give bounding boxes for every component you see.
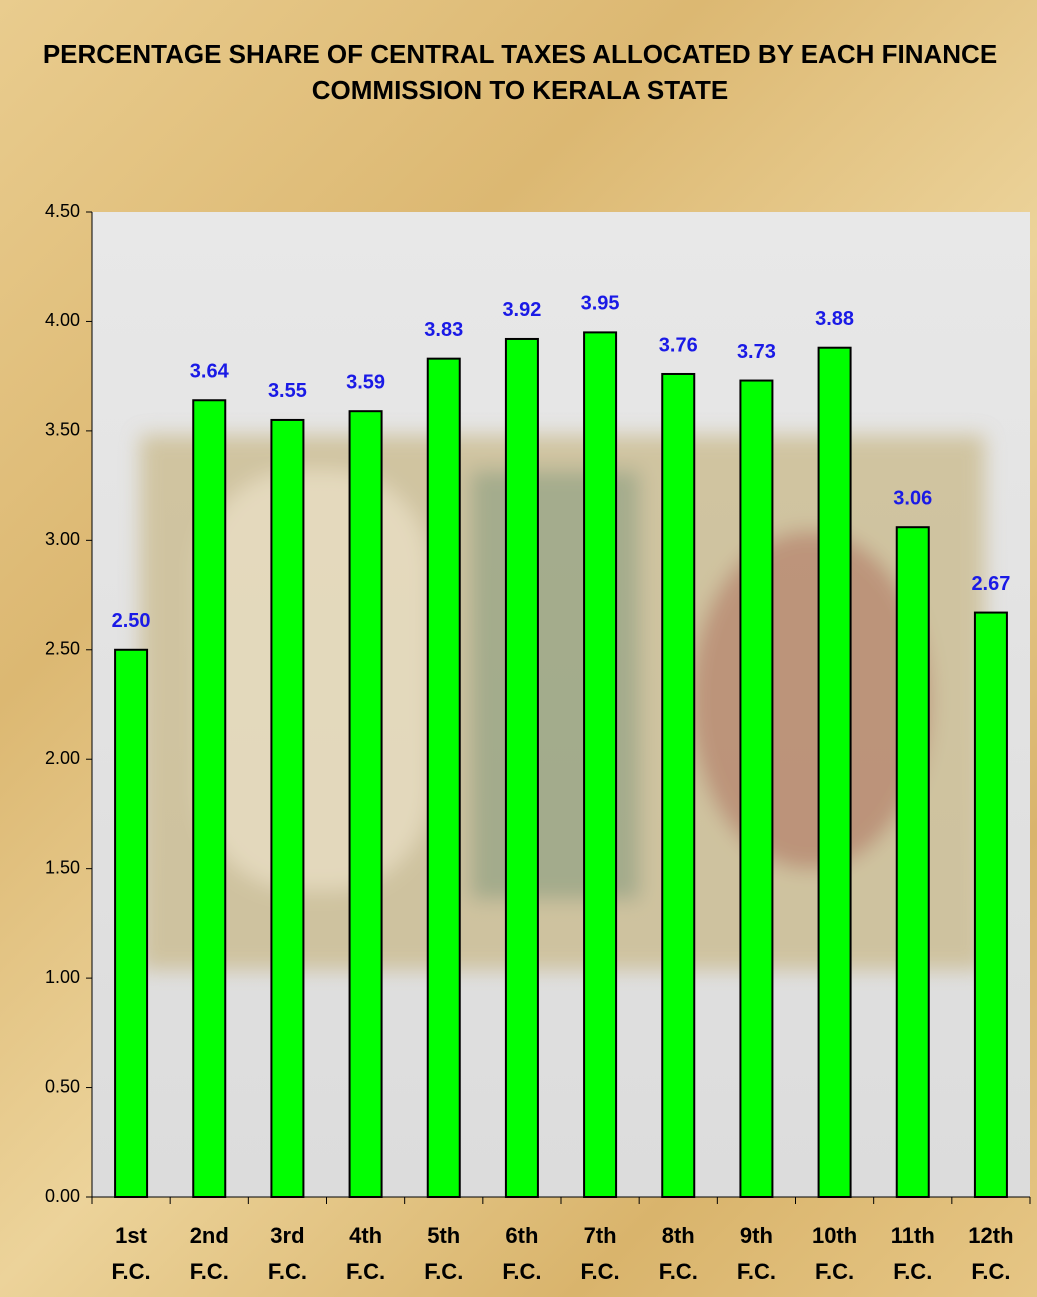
x-tick-label: 6th F.C. [502, 1223, 542, 1284]
y-tick-label: 1.50 [45, 857, 80, 877]
bar [348, 410, 383, 1198]
data-label: 3.59 [346, 371, 385, 393]
x-tick-label: 12th F.C. [968, 1223, 1014, 1284]
y-tick-label: 2.50 [45, 639, 80, 659]
x-tick-label: 4th F.C. [346, 1223, 386, 1284]
bar [817, 346, 852, 1198]
bar [739, 379, 774, 1198]
background-note [140, 435, 985, 970]
bar [192, 399, 227, 1198]
data-label: 3.55 [268, 380, 307, 402]
y-tick-label: 0.00 [45, 1186, 80, 1206]
y-tick-label: 1.00 [45, 967, 80, 987]
y-tick-label: 2.00 [45, 748, 80, 768]
x-tick-label: 10th F.C. [811, 1223, 858, 1284]
bar [661, 372, 696, 1198]
y-tick-label: 4.50 [45, 201, 80, 221]
data-label: 2.67 [971, 573, 1010, 595]
y-tick-label: 3.00 [45, 529, 80, 549]
data-label: 3.64 [190, 361, 230, 383]
bar [114, 648, 149, 1198]
data-label: 3.73 [737, 341, 776, 363]
y-tick-label: 4.00 [45, 310, 80, 330]
x-tick-label: 7th F.C. [580, 1223, 620, 1284]
bar [583, 331, 618, 1198]
y-tick-label: 0.50 [45, 1076, 80, 1096]
bar [426, 357, 461, 1198]
data-label: 3.06 [893, 487, 932, 509]
data-label: 3.92 [502, 299, 541, 321]
y-tick-label: 3.50 [45, 420, 80, 440]
data-label: 3.95 [581, 293, 620, 315]
x-tick-label: 1st F.C. [111, 1223, 151, 1284]
data-label: 2.50 [112, 610, 151, 632]
x-tick-label: 9th F.C. [736, 1223, 776, 1284]
bar [504, 337, 539, 1198]
bar [895, 526, 930, 1198]
data-label: 3.83 [424, 319, 463, 341]
x-tick-label: 2nd F.C. [189, 1223, 229, 1284]
x-tick-label: 8th F.C. [658, 1223, 698, 1284]
data-label: 3.76 [659, 334, 698, 356]
x-tick-label: 11th F.C. [890, 1223, 935, 1284]
chart-title: PERCENTAGE SHARE OF CENTRAL TAXES ALLOCA… [42, 39, 998, 105]
bar [973, 611, 1008, 1198]
x-tick-label: 3rd F.C. [267, 1223, 307, 1284]
x-tick-label: 5th F.C. [424, 1223, 464, 1284]
data-label: 3.88 [815, 308, 854, 330]
bar [270, 418, 305, 1198]
